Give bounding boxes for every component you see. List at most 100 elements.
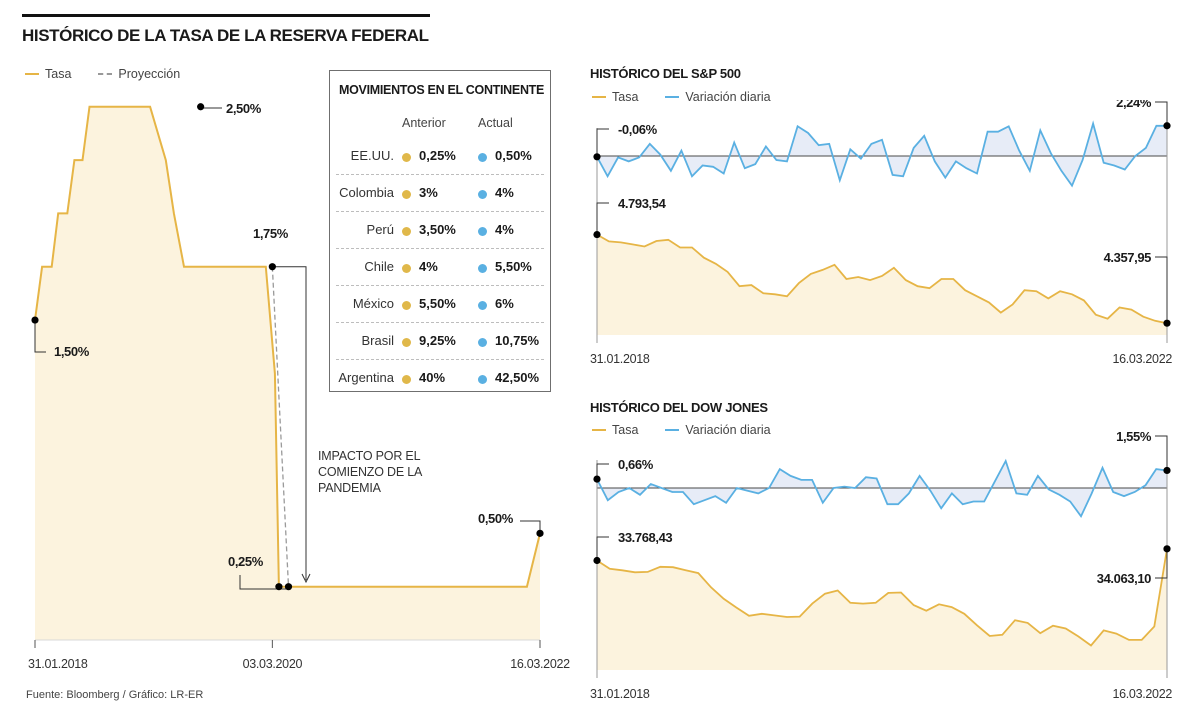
leader-line	[1155, 101, 1168, 126]
row-actual-value: 4%	[495, 222, 514, 237]
anterior-dot-icon	[402, 153, 411, 162]
row-separator	[336, 211, 544, 212]
table-row: Perú 3,50% 4%	[330, 212, 550, 249]
leader-line	[520, 520, 541, 534]
tasa-area	[35, 106, 540, 641]
row-actual-value: 6%	[495, 296, 514, 311]
table-row: México 5,50% 6%	[330, 286, 550, 323]
proyeccion-line	[271, 266, 290, 587]
x-tick-label: 31.01.2018	[590, 352, 650, 366]
value-label: 1,55%	[1116, 430, 1152, 444]
row-anterior-value: 3%	[419, 185, 438, 200]
leader-line	[596, 536, 609, 561]
row-actual-value: 4%	[495, 185, 514, 200]
value-label: 2,50%	[226, 101, 262, 116]
leader-line	[272, 266, 307, 580]
value-label: 2,24%	[1116, 100, 1152, 110]
row-country: Perú	[366, 222, 394, 237]
leader-line	[596, 128, 609, 157]
arrow-icon	[301, 573, 311, 584]
sp500-legend-variacion: Variación diaria	[685, 89, 771, 104]
leader-line	[1155, 548, 1168, 579]
row-actual-value: 0,50%	[495, 148, 532, 163]
sp500-legend-tasa: Tasa	[612, 89, 639, 104]
row-actual-value: 5,50%	[495, 259, 532, 274]
marker-dot	[593, 475, 601, 483]
value-label: 1,50%	[54, 344, 90, 359]
main-legend: Tasa Proyección	[25, 66, 180, 81]
leader-line	[1155, 435, 1168, 471]
marker-dot	[1163, 319, 1171, 327]
marker-dot	[1163, 122, 1171, 130]
sp500-title: HISTÓRICO DEL S&P 500	[590, 66, 741, 81]
dow-title: HISTÓRICO DEL DOW JONES	[590, 400, 768, 415]
row-country: México	[352, 296, 394, 311]
x-tick-label: 31.01.2018	[590, 687, 650, 701]
proyeccion-legend-swatch	[98, 72, 113, 75]
actual-dot-icon	[478, 338, 487, 347]
continent-table: MOVIMIENTOS EN EL CONTINENTE Anterior Ac…	[329, 70, 551, 392]
table-row: EE.UU. 0,25% 0,50%	[330, 138, 550, 175]
variacion-line	[596, 458, 1168, 519]
table-row: Colombia 3% 4%	[330, 175, 550, 212]
row-anterior-value: 40%	[419, 370, 446, 385]
fed-rate-chart: 31.01.2018 03.03.2020 16.03.2022 1,50% 2,50%…	[28, 101, 570, 671]
marker-dot	[593, 153, 601, 161]
x-tick-label: 16.03.2022	[1112, 687, 1172, 701]
row-country: Argentina	[338, 370, 394, 385]
x-tick-label: 31.01.2018	[28, 657, 88, 671]
leader-line	[596, 202, 609, 235]
legend-tasa-label: Tasa	[45, 66, 72, 81]
dow-variacion-swatch	[665, 428, 680, 431]
tasa-line	[596, 548, 1168, 647]
x-tick-label: 16.03.2022	[510, 657, 570, 671]
dow-chart: 31.01.2018 16.03.2022 0,66% 1,55% 33.768,43 3…	[590, 430, 1173, 701]
row-actual-value: 42,50%	[495, 370, 540, 385]
marker-dot	[593, 230, 601, 239]
tasa-area	[597, 234, 1167, 335]
row-separator	[336, 322, 544, 323]
anterior-dot-icon	[402, 301, 411, 310]
table-row: Argentina 40% 42,50%	[330, 360, 550, 397]
row-separator	[336, 285, 544, 286]
anterior-dot-icon	[402, 375, 411, 384]
sp500-legend: Tasa Variación diaria	[592, 89, 771, 104]
source-footer: Fuente: Bloomberg / Gráfico: LR-ER	[26, 689, 204, 701]
actual-dot-icon	[478, 227, 487, 236]
row-anterior-value: 3,50%	[419, 222, 456, 237]
value-label: 1,75%	[253, 226, 289, 241]
main-chart-title: HISTÓRICO DE LA TASA DE LA RESERVA FEDER…	[22, 26, 429, 45]
value-label: 4.793,54	[618, 196, 667, 211]
marker-dot	[197, 103, 205, 111]
value-label: 34.063,10	[1097, 571, 1151, 586]
leader-line	[1155, 256, 1168, 324]
anterior-dot-icon	[402, 264, 411, 273]
row-country: EE.UU.	[350, 148, 394, 163]
dow-legend-variacion: Variación diaria	[685, 422, 771, 437]
value-label: -0,06%	[618, 122, 658, 137]
col-header-anterior: Anterior	[402, 116, 446, 130]
marker-dot	[275, 583, 283, 591]
table-title: MOVIMIENTOS EN EL CONTINENTE	[339, 83, 545, 97]
dow-tasa-swatch	[592, 428, 606, 431]
anterior-dot-icon	[402, 190, 411, 199]
value-label: 0,25%	[228, 554, 264, 569]
tasa-line	[34, 105, 541, 588]
marker-dot	[536, 529, 544, 537]
anterior-dot-icon	[402, 227, 411, 236]
tasa-line	[596, 233, 1168, 325]
actual-dot-icon	[478, 153, 487, 162]
leader-line	[239, 575, 289, 590]
value-label: 0,66%	[618, 457, 654, 472]
value-label: 0,50%	[478, 511, 514, 526]
actual-dot-icon	[478, 375, 487, 384]
marker-dot	[268, 263, 276, 271]
marker-dot	[284, 583, 293, 591]
value-label: 33.768,43	[618, 530, 672, 545]
row-anterior-value: 9,25%	[419, 333, 456, 348]
tasa-area	[597, 548, 1167, 670]
row-anterior-value: 5,50%	[419, 296, 456, 311]
row-country: Chile	[364, 259, 394, 274]
sp500-variacion-swatch	[665, 95, 680, 98]
x-tick-label: 03.03.2020	[243, 657, 303, 671]
